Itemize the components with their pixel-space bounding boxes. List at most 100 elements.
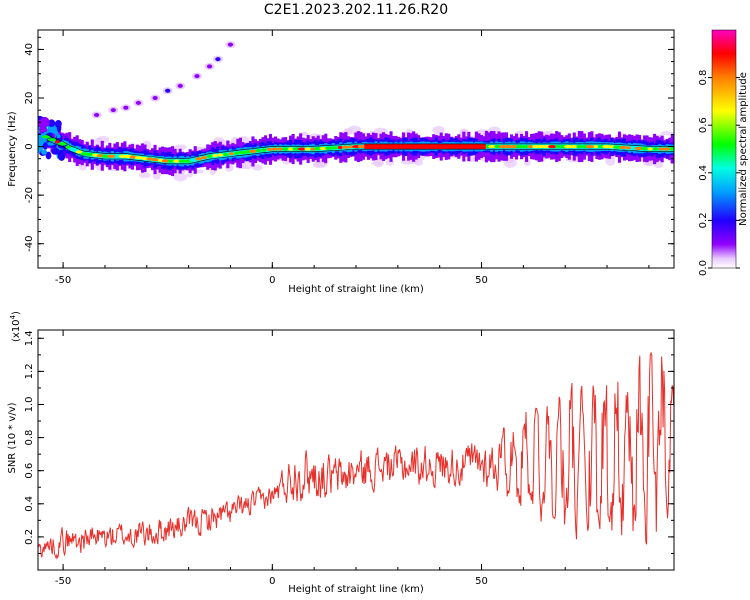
spectrogram-blob — [56, 123, 62, 133]
spectrogram-core — [625, 146, 632, 150]
spectrogram-core — [348, 145, 354, 149]
spectrogram-core — [658, 147, 664, 151]
spectrogram-core — [207, 154, 212, 158]
spectrogram-core — [661, 147, 671, 151]
secondary-track-point — [177, 83, 183, 88]
spectrogram-core — [151, 158, 159, 162]
spectrogram-core — [228, 152, 234, 156]
spectrogram-core — [310, 147, 316, 151]
spectrogram-halo — [312, 161, 327, 169]
spectrogram-core — [287, 147, 295, 151]
spectrogram-core — [178, 159, 187, 163]
spectrogram-halo — [174, 144, 187, 151]
spectrogram-core — [488, 144, 497, 149]
spectrogram-core — [75, 150, 83, 154]
colorbar-tick-label: 0.4 — [698, 165, 709, 181]
secondary-track-point — [123, 105, 129, 110]
spectrogram-core — [619, 145, 627, 150]
spectrogram-blob — [56, 134, 61, 139]
spectrogram-blob — [57, 149, 66, 161]
spectrogram-core — [107, 154, 117, 158]
spectrogram-halo — [96, 135, 110, 144]
spectrogram-x-tick-label: -50 — [55, 275, 71, 286]
spectrogram-core — [652, 147, 659, 151]
spectrogram-core — [324, 146, 334, 150]
colorbar-label: Normalized spectral amplitude — [738, 72, 749, 226]
spectrogram-halo — [173, 173, 188, 182]
spectrogram-blob — [38, 145, 42, 153]
colorbar-tick-label: 0.6 — [698, 117, 709, 133]
spectrogram-y-tick-label: 20 — [24, 92, 35, 105]
snr-multiplier-base: (x10 — [11, 319, 22, 342]
spectrogram-core — [54, 140, 60, 144]
spectrogram-contour — [46, 139, 674, 165]
spectrogram-core — [277, 147, 283, 151]
spectrogram-core — [555, 144, 560, 149]
spectrogram-blob — [45, 151, 52, 160]
spectrogram-core — [515, 144, 524, 149]
chart-title: C2E1.2023.202.11.26.R20 — [264, 2, 448, 18]
snr-y-tick-label: 1.4 — [24, 330, 35, 346]
spectrogram-y-tick-label: -20 — [24, 187, 35, 203]
spectrogram-core — [217, 153, 224, 157]
snr-panel: -50 0 50 0.2 0.4 0.6 0.8 1.0 1.2 1.4 Height of st… — [7, 311, 675, 595]
spectrogram-image — [38, 41, 674, 182]
secondary-track-point — [194, 74, 200, 79]
spectrogram-core — [669, 147, 674, 151]
colorbar-tick-label: 0.0 — [698, 260, 709, 276]
spectrogram-core — [337, 145, 343, 150]
colorbar: 0.0 0.2 0.4 0.6 0.8 Normalized spectral ampl… — [698, 29, 749, 276]
spectrogram-x-tick-label: 50 — [475, 275, 488, 286]
spectrogram-core — [527, 144, 534, 149]
spectrogram-core — [167, 159, 176, 163]
spectrogram-core — [238, 150, 246, 155]
snr-y-tick-label: 0.2 — [24, 529, 35, 545]
snr-multiplier-exponent: 4 — [9, 314, 17, 319]
spectrogram-core — [212, 154, 218, 158]
spectrogram-cell — [80, 150, 84, 155]
spectrogram-core — [612, 145, 623, 149]
spectrogram-core — [331, 146, 338, 150]
spectrogram-x-axis-label: Height of straight line (km) — [288, 284, 424, 295]
spectrogram-blob — [42, 142, 48, 150]
spectrogram-core — [521, 144, 529, 149]
spectrogram-core — [189, 158, 197, 162]
secondary-track-point — [93, 113, 100, 117]
spectrogram-core — [271, 147, 279, 151]
spectrogram-core — [41, 135, 51, 139]
snr-series-line — [38, 351, 674, 560]
spectrogram-core — [261, 148, 267, 152]
snr-y-tick-label: 0.4 — [24, 496, 35, 512]
snr-x-tick-label: 50 — [475, 576, 488, 587]
spectrogram-blob — [39, 116, 50, 128]
secondary-track-point — [152, 96, 158, 100]
spectrogram-core — [201, 155, 208, 160]
spectrogram-core — [249, 149, 257, 153]
snr-y-axis-label: SNR (10 * v/v) — [7, 402, 18, 473]
spectrogram-core — [80, 152, 89, 156]
spectrogram-core — [602, 144, 612, 149]
spectrogram-core — [640, 147, 649, 151]
spectrogram-blob — [47, 119, 56, 127]
snr-x-tick-label: -50 — [55, 576, 71, 587]
colorbar-tick-label: 0.2 — [698, 212, 709, 228]
spectrogram-core — [234, 151, 240, 155]
spectrogram-y-axis-label: Frequency (Hz) — [7, 111, 18, 187]
spectrogram-panel: -50 0 50 -40 -20 0 20 40 Height of straight lin… — [7, 29, 675, 295]
spectrogram-core — [585, 144, 595, 149]
spectrogram-halo — [432, 125, 445, 135]
secondary-track-point — [227, 42, 234, 47]
spectrogram-core — [244, 150, 252, 154]
spectrogram-core — [256, 149, 262, 153]
colorbar-tick-label: 0.8 — [698, 70, 709, 86]
spectrogram-contour — [46, 133, 674, 159]
spectrogram-halo — [138, 172, 151, 179]
snr-ticks: -50 0 50 0.2 0.4 0.6 0.8 1.0 1.2 1.4 — [24, 330, 674, 587]
spectrogram-blob — [51, 147, 60, 155]
secondary-track-point — [135, 100, 142, 105]
spectrogram-halo — [374, 127, 388, 134]
spectrogram-core — [58, 142, 68, 146]
snr-y-tick-label: 1.2 — [24, 363, 35, 379]
snr-y-tick-label: 0.8 — [24, 430, 35, 446]
